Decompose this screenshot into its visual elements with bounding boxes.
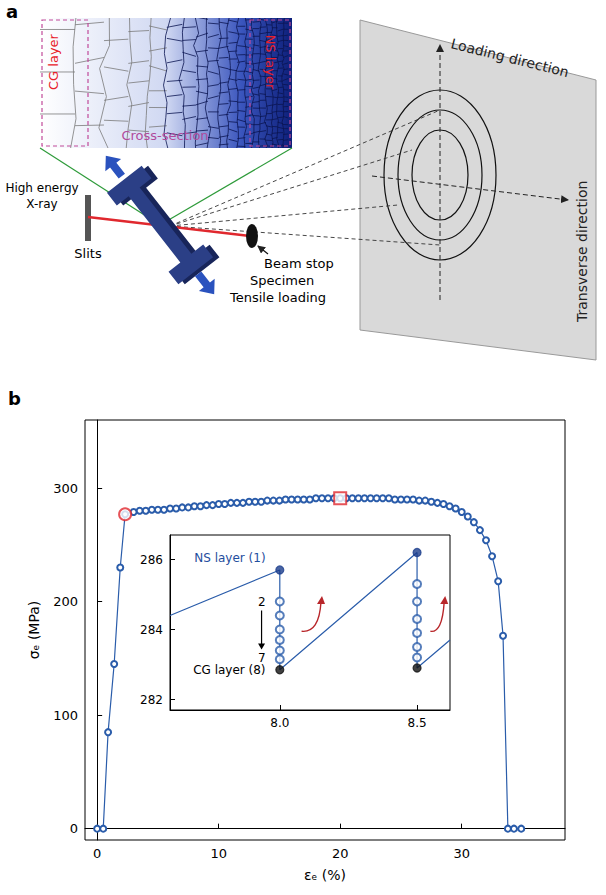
svg-text:Beam stop: Beam stop <box>264 256 334 271</box>
svg-text:0: 0 <box>70 821 78 836</box>
svg-text:X-ray: X-ray <box>26 197 57 211</box>
svg-text:Transverse direction: Transverse direction <box>574 181 590 323</box>
svg-text:Specimen: Specimen <box>250 273 314 288</box>
svg-text:Loading direction: Loading direction <box>449 35 570 80</box>
svg-text:Slits: Slits <box>74 246 102 261</box>
svg-text:300: 300 <box>53 481 78 496</box>
svg-text:286: 286 <box>140 553 163 567</box>
svg-text:CG layer: CG layer <box>46 33 61 90</box>
svg-text:NS layer: NS layer <box>263 35 278 90</box>
svg-text:a: a <box>6 1 18 22</box>
svg-text:8.0: 8.0 <box>270 716 289 730</box>
svg-text:σₑ (MPa): σₑ (MPa) <box>26 601 42 660</box>
svg-text:0: 0 <box>93 846 101 861</box>
svg-text:Tensile loading: Tensile loading <box>229 290 326 305</box>
svg-text:282: 282 <box>140 693 163 707</box>
svg-text:Cross-section: Cross-section <box>121 128 208 143</box>
svg-text:284: 284 <box>140 623 163 637</box>
svg-text:10: 10 <box>210 846 227 861</box>
svg-text:20: 20 <box>332 846 349 861</box>
svg-text:εₑ (%): εₑ (%) <box>304 867 346 883</box>
svg-text:CG layer (8): CG layer (8) <box>193 663 265 677</box>
svg-text:200: 200 <box>53 594 78 609</box>
svg-text:b: b <box>8 388 21 409</box>
svg-text:2: 2 <box>258 595 266 609</box>
svg-text:7: 7 <box>257 650 266 665</box>
svg-text:High energy: High energy <box>5 181 78 195</box>
svg-text:8.5: 8.5 <box>408 716 427 730</box>
svg-text:NS layer (1): NS layer (1) <box>194 551 265 565</box>
svg-text:100: 100 <box>53 708 78 723</box>
svg-text:30: 30 <box>453 846 470 861</box>
